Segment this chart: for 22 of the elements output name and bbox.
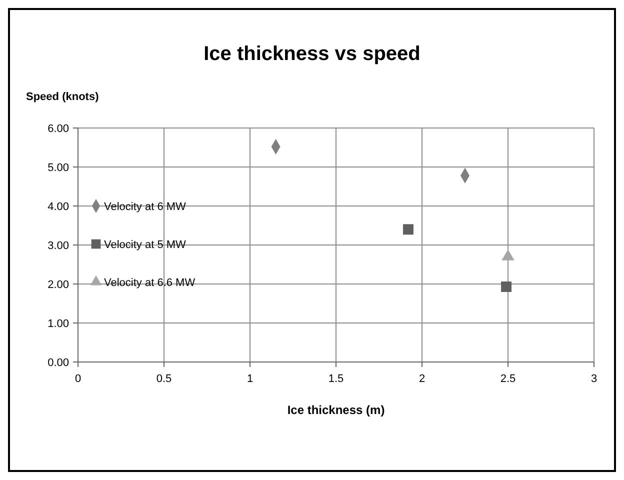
- point: [501, 281, 512, 292]
- x-tick-label: 0.5: [156, 373, 172, 385]
- chart-title: Ice thickness vs speed: [204, 43, 420, 65]
- y-tick-label: 1.00: [48, 318, 69, 330]
- x-tick-label: 0: [74, 373, 82, 385]
- y-axis-title: Speed (knots): [26, 91, 100, 103]
- x-tick-label: 2.5: [500, 373, 516, 385]
- legend-label: Velocity at 6 MW: [104, 201, 187, 213]
- legend-label: Velocity at 5 MW: [104, 239, 187, 251]
- y-tick-label: 2.00: [48, 279, 69, 291]
- x-axis-title: Ice thickness (m): [287, 403, 385, 417]
- y-tick-label: 6.00: [48, 123, 69, 135]
- x-tick-label: 3: [590, 373, 598, 385]
- point: [402, 224, 414, 235]
- y-tick-label: 4.00: [48, 201, 69, 213]
- y-tick-label: 5.00: [48, 162, 69, 174]
- x-tick-label: 2: [418, 373, 426, 385]
- legend-label: Velocity at 6.6 MW: [104, 277, 196, 289]
- y-tick-label: 0.00: [48, 357, 69, 369]
- x-tick-label: 1: [246, 373, 254, 385]
- x-tick-label: 1.5: [328, 373, 344, 385]
- y-tick-label: 3.00: [48, 240, 69, 252]
